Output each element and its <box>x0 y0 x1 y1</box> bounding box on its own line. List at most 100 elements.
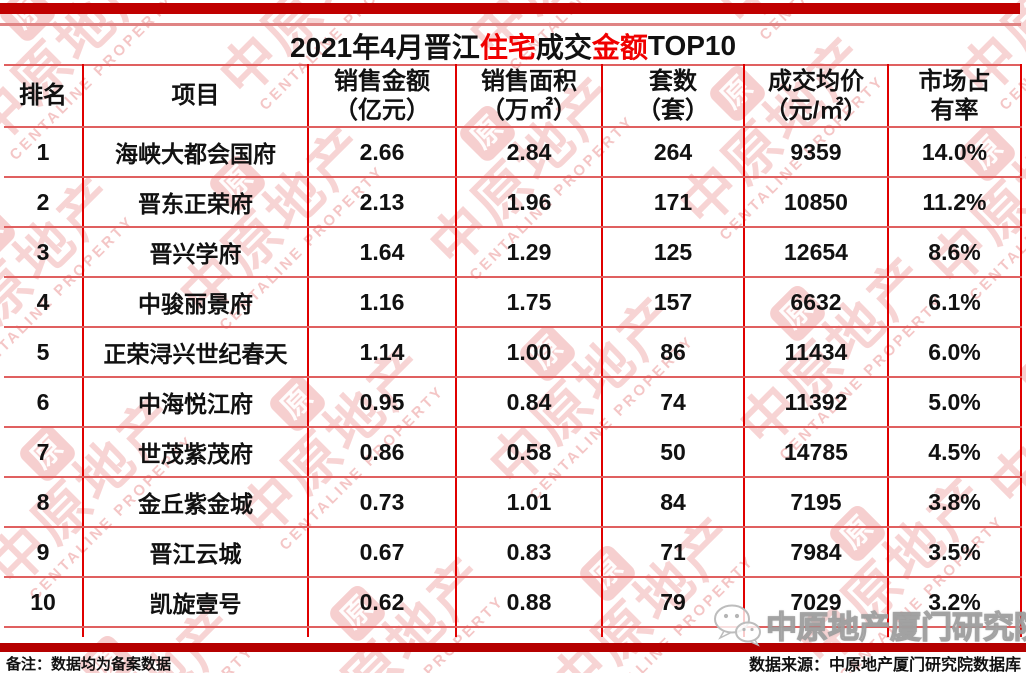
table-body: 1 海峡大都会国府 2.66 2.84 264 9359 14.0% 2 晋东正荣府 2.13 1.… <box>4 126 1022 628</box>
table-row: 3 晋兴学府 1.64 1.29 125 12654 8.6% <box>4 226 1022 278</box>
table-row: 5 正荣浔兴世纪春天 1.14 1.00 86 11434 6.0% <box>4 326 1022 378</box>
top-red-bar <box>0 3 1020 14</box>
table-row: 9 晋江云城 0.67 0.83 71 7984 3.5% <box>4 526 1022 578</box>
project-cell: 凯旋壹号 <box>82 576 309 628</box>
value-cell: 1.16 <box>307 276 457 328</box>
table-row: 7 世茂紫茂府 0.86 0.58 50 14785 4.5% <box>4 426 1022 478</box>
rank-cell: 2 <box>4 176 84 228</box>
value-cell: 2.84 <box>455 126 603 178</box>
col-header-sales-amount: 销售金额 （亿元） <box>307 64 457 128</box>
value-cell: 12654 <box>743 226 889 278</box>
value-cell: 1.00 <box>455 326 603 378</box>
rank-cell: 5 <box>4 326 84 378</box>
value-cell: 6.1% <box>887 276 1022 328</box>
title-part: 2021年4月晋江 <box>289 31 480 63</box>
page-title: 2021年4月晋江 住宅 成交 金额 TOP10 <box>0 27 1026 64</box>
rank-cell: 10 <box>4 576 84 628</box>
value-cell: 11392 <box>743 376 889 428</box>
value-cell: 0.86 <box>307 426 457 478</box>
value-cell: 0.67 <box>307 526 457 578</box>
value-cell: 2.66 <box>307 126 457 178</box>
value-cell: 50 <box>601 426 745 478</box>
value-cell: 4.5% <box>887 426 1022 478</box>
project-cell: 晋兴学府 <box>82 226 309 278</box>
title-part: 成交 <box>535 31 592 63</box>
project-cell: 中骏丽景府 <box>82 276 309 328</box>
project-cell: 海峡大都会国府 <box>82 126 309 178</box>
value-cell: 3.5% <box>887 526 1022 578</box>
value-cell: 3.8% <box>887 476 1022 528</box>
wechat-watermark: 中原地产厦门研究院 <box>712 602 1026 647</box>
value-cell: 3.2% <box>887 576 1022 628</box>
value-cell: 7195 <box>743 476 889 528</box>
value-cell: 11434 <box>743 326 889 378</box>
value-cell: 125 <box>601 226 745 278</box>
value-cell: 10850 <box>743 176 889 228</box>
col-header-project: 项目 <box>82 64 309 128</box>
header-row: 排名 项目 销售金额 （亿元） 销售面积 （万㎡） 套数 （套） 成交均价 （元/㎡） … <box>4 64 1022 128</box>
value-cell: 157 <box>601 276 745 328</box>
title-part: TOP10 <box>647 29 737 61</box>
col-header-sales-area: 销售面积 （万㎡） <box>455 64 603 128</box>
title-part-highlight: 住宅 <box>479 31 536 63</box>
value-cell: 0.58 <box>455 426 603 478</box>
value-cell: 264 <box>601 126 745 178</box>
rank-cell: 9 <box>4 526 84 578</box>
value-cell: 74 <box>601 376 745 428</box>
rank-cell: 3 <box>4 226 84 278</box>
value-cell: 0.95 <box>307 376 457 428</box>
value-cell: 7029 <box>743 576 889 628</box>
wechat-watermark-text: 中原地产厦门研究院 <box>765 609 1026 645</box>
value-cell: 84 <box>601 476 745 528</box>
value-cell: 1.01 <box>455 476 603 528</box>
table-header: 排名 项目 销售金额 （亿元） 销售面积 （万㎡） 套数 （套） 成交均价 （元/㎡） … <box>4 64 1022 128</box>
footer-source: 数据来源：中原地产厦门研究院数据库 <box>748 657 1021 673</box>
value-cell: 1.96 <box>455 176 603 228</box>
value-cell: 1.29 <box>455 226 603 278</box>
value-cell: 5.0% <box>887 376 1022 428</box>
value-cell: 71 <box>601 526 745 578</box>
value-cell: 1.75 <box>455 276 603 328</box>
clipped-empty-row <box>4 626 1022 637</box>
value-cell: 1.64 <box>307 226 457 278</box>
value-cell: 7984 <box>743 526 889 578</box>
value-cell: 0.83 <box>455 526 603 578</box>
rank-cell: 7 <box>4 426 84 478</box>
project-cell: 晋东正荣府 <box>82 176 309 228</box>
value-cell: 9359 <box>743 126 889 178</box>
value-cell: 14785 <box>743 426 889 478</box>
rank-cell: 8 <box>4 476 84 528</box>
col-header-rank: 排名 <box>4 64 84 128</box>
rank-cell: 4 <box>4 276 84 328</box>
value-cell: 1.14 <box>307 326 457 378</box>
value-cell: 11.2% <box>887 176 1022 228</box>
footer-note: 备注：数据均为备案数据 <box>6 655 172 673</box>
bottom-red-bar <box>0 643 1026 652</box>
col-header-avg-price: 成交均价 （元/㎡） <box>743 64 889 128</box>
value-cell: 86 <box>601 326 745 378</box>
project-cell: 中海悦江府 <box>82 376 309 428</box>
value-cell: 6632 <box>743 276 889 328</box>
footer: 备注：数据均为备案数据 数据来源：中原地产厦门研究院数据库 <box>0 653 1026 673</box>
table-row: 1 海峡大都会国府 2.66 2.84 264 9359 14.0% <box>4 126 1022 178</box>
col-header-units: 套数 （套） <box>601 64 745 128</box>
col-header-market-share: 市场占 有率 <box>887 64 1022 128</box>
title-divider-line <box>0 23 1021 26</box>
project-cell: 晋江云城 <box>82 526 309 578</box>
value-cell: 14.0% <box>887 126 1022 178</box>
table-row: 10 凯旋壹号 0.62 0.88 79 7029 3.2% <box>4 576 1022 628</box>
value-cell: 6.0% <box>887 326 1022 378</box>
value-cell: 0.73 <box>307 476 457 528</box>
project-cell: 世茂紫茂府 <box>82 426 309 478</box>
value-cell: 0.84 <box>455 376 603 428</box>
value-cell: 8.6% <box>887 226 1022 278</box>
rank-cell: 1 <box>4 126 84 178</box>
title-part-highlight: 金额 <box>591 31 648 63</box>
wechat-icon <box>714 604 761 647</box>
table-row: 6 中海悦江府 0.95 0.84 74 11392 5.0% <box>4 376 1022 428</box>
table-clipped-row-group <box>4 626 1022 637</box>
project-cell: 金丘紫金城 <box>82 476 309 528</box>
value-cell: 171 <box>601 176 745 228</box>
ranking-table: 排名 项目 销售金额 （亿元） 销售面积 （万㎡） 套数 （套） 成交均价 （元/㎡） … <box>4 64 1022 637</box>
